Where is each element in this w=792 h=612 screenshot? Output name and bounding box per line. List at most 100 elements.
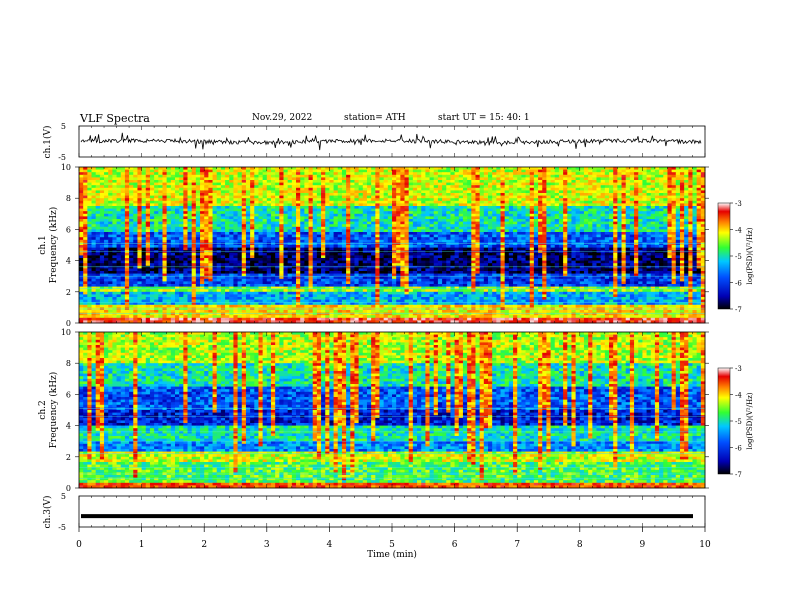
ch1-spectrogram-cell (279, 198, 284, 202)
ch1-spectrogram-cell (558, 206, 564, 209)
ch1-spectrogram-cell (479, 239, 485, 243)
ch1-spectrogram-cell (229, 206, 234, 209)
ch1-spectrogram-cell (583, 226, 589, 230)
ch1-spectrogram-cell (287, 250, 293, 254)
ch1-spectrogram-cell (542, 193, 547, 196)
ch1-spectrogram-cell (475, 187, 481, 191)
ch1-spectrogram-cell (538, 221, 543, 225)
ch1-spectrogram-cell (542, 208, 547, 212)
ch1-spectrogram-cell (546, 219, 551, 222)
ch1-spectrogram-cell (287, 234, 293, 238)
ch1-spectrogram-cell (99, 226, 105, 230)
ch1-spectrogram-cell (467, 216, 472, 220)
ch1-spectrogram-cell (83, 180, 88, 183)
ch1-spectrogram-cell (696, 172, 702, 176)
ch1-spectrogram-cell (571, 216, 577, 220)
ch1-spectrogram-cell (325, 180, 330, 183)
ch1-spectrogram-cell (617, 203, 622, 207)
ch1-spectrogram-cell (679, 245, 685, 248)
ch1-spectrogram-cell (183, 169, 188, 173)
ch1-spectrogram-cell (433, 193, 439, 196)
ch1-spectrogram-cell (700, 245, 706, 248)
ch1-spectrogram-cell (517, 239, 522, 243)
ch1-spectrogram-cell (241, 174, 247, 178)
ch1-spectrogram-cell (208, 185, 213, 189)
ch1-spectrogram-cell (91, 229, 97, 233)
ch1-spectrogram-cell (621, 198, 627, 202)
ch1-spectrogram-cell (492, 247, 497, 251)
ch1-spectrogram-cell (646, 169, 652, 173)
ch1-spectrogram-cell (479, 234, 485, 238)
ch1-spectrogram-cell (254, 221, 259, 225)
ch1-spectrogram-cell (654, 177, 660, 181)
ch1-spectrogram-cell (133, 226, 138, 230)
ch1-spectrogram-cell (684, 239, 689, 243)
ch1-spectrogram-cell (583, 203, 589, 207)
ch1-spectrogram-cell (542, 180, 547, 183)
ch1-spectrogram-cell (129, 190, 134, 194)
ch1-spectrogram-cell (467, 239, 472, 243)
ch1-spectrogram-cell (312, 198, 318, 202)
ch1-spectrogram-cell (604, 213, 610, 217)
ch1-spectrogram-cell (475, 177, 481, 181)
ch1-spectrogram-cell (396, 234, 401, 238)
ch1-spectrogram-cell (421, 221, 426, 225)
ch1-spectrogram-cell (504, 216, 510, 220)
ch1-spectrogram-cell (304, 185, 309, 189)
ch1-spectrogram-cell (325, 177, 330, 181)
ch1-spectrogram-cell (383, 232, 389, 235)
ch1-spectrogram-cell (487, 198, 493, 202)
ch1-spectrogram-cell (412, 229, 418, 233)
ch1-spectrogram-cell (684, 195, 689, 199)
ch1-spectrogram-cell (679, 167, 685, 170)
ch1-spectrogram-cell (212, 190, 218, 194)
ch1-spectrogram-cell (571, 167, 577, 170)
ch1-spectrogram-cell (108, 185, 113, 189)
ch1-spectrogram-cell (325, 174, 330, 178)
ch1-spectrogram-cell (638, 187, 643, 191)
ch1-spectrogram-cell (362, 177, 368, 181)
ch1-spectrogram-cell (638, 208, 643, 212)
ch1-spectrogram-cell (663, 224, 668, 228)
ch1-spectrogram-cell (233, 237, 238, 241)
ch1-spectrogram-cell (558, 250, 564, 254)
ch1-spectrogram-cell (412, 247, 418, 251)
ch1-spectrogram-cell (162, 237, 168, 241)
ch1-spectrogram-cell (225, 229, 230, 233)
ch1-spectrogram-cell (659, 234, 664, 238)
ch1-spectrogram-cell (304, 180, 309, 183)
ch1-spectrogram-cell (513, 185, 518, 189)
ch1-spectrogram-cell (383, 245, 389, 248)
ch1-spectrogram-cell (275, 219, 280, 222)
ch1-spectrogram-cell (609, 198, 614, 202)
ch1-spectrogram-cell (408, 232, 414, 235)
ch1-spectrogram-cell (700, 203, 706, 207)
ch1-spectrogram-cell (154, 252, 159, 256)
ch1-spectrogram-cell (162, 169, 168, 173)
ch1-spectrogram-cell (245, 224, 251, 228)
ch1-spectrogram-cell (212, 174, 218, 178)
ch1-spectrogram-cell (442, 229, 447, 233)
ch1-spectrogram-cell (170, 172, 176, 176)
ch1-spectrogram-cell (558, 232, 564, 235)
ch1-spectrogram-cell (671, 229, 677, 233)
ch1-spectrogram-cell (546, 208, 551, 212)
ch1-spectrogram-cell (346, 219, 351, 222)
ch1-spectrogram-cell (412, 200, 418, 204)
ch1-spectrogram-cell (204, 234, 209, 238)
ch1-spectrogram-cell (508, 208, 514, 212)
ch1-spectrogram-cell (400, 206, 405, 209)
ch1-spectrogram-cell (112, 245, 117, 248)
ch1-spectrogram-cell (149, 232, 155, 235)
ch1-spectrogram-cell (149, 226, 155, 230)
ch1-spectrogram-cell (437, 198, 443, 202)
ch1-spectrogram-cell (554, 219, 560, 222)
ch1-spectrogram-cell (220, 206, 226, 209)
ch1-spectrogram-cell (316, 245, 322, 248)
ch1-spectrogram-cell (133, 203, 138, 207)
ch1-spectrogram-cell (446, 195, 451, 199)
ch1-spectrogram-cell (187, 169, 193, 173)
ch1-spectrogram-cell (684, 174, 689, 178)
ch1-spectrogram-cell (588, 234, 593, 238)
ch1-spectrogram-cell (333, 203, 339, 207)
